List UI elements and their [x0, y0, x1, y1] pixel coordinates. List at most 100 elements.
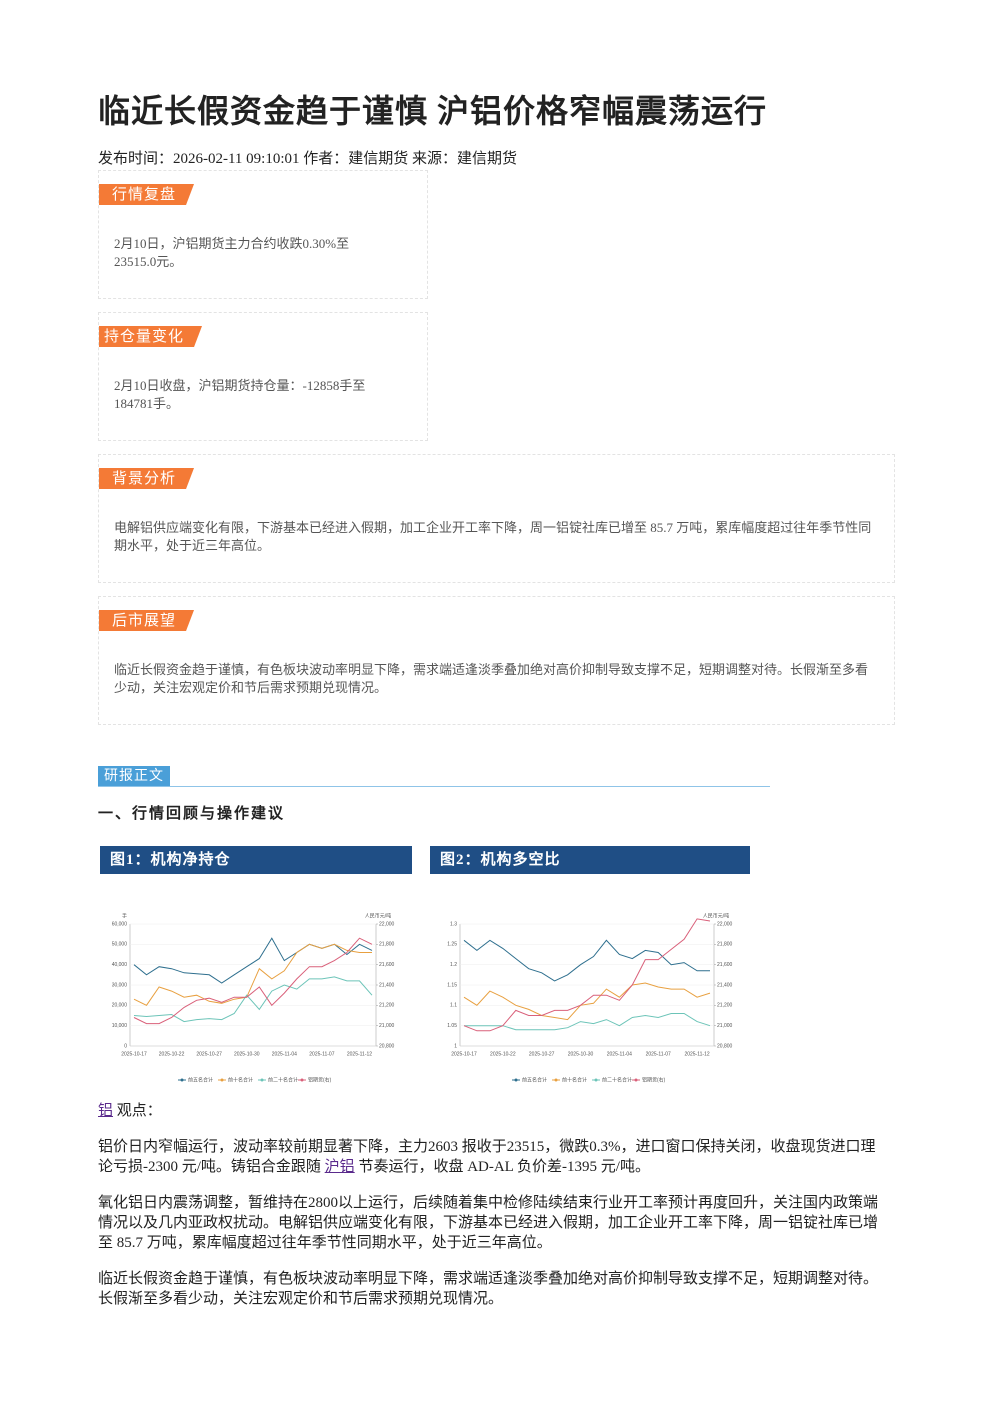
legend-label: 铝期货(右)	[308, 1076, 332, 1083]
legend-label: 前五名合计	[522, 1076, 547, 1083]
y2-tick-label: 21,800	[717, 942, 733, 948]
x-tick-label: 2025-10-17	[121, 1051, 147, 1057]
legend-marker	[594, 1078, 598, 1082]
title: 临近长假资金趋于谨慎 沪铝价格窄幅震荡运行	[98, 93, 768, 129]
divider	[98, 786, 770, 787]
section-tag: 背景分析	[99, 468, 194, 489]
y-tick-label: 1	[454, 1043, 457, 1049]
y-tick-label: 1.05	[447, 1023, 457, 1029]
series-line	[463, 918, 711, 1032]
x-tick-label: 2025-11-04	[607, 1051, 632, 1057]
y2-tick-label: 21,600	[379, 962, 395, 968]
link[interactable]: 铝	[98, 1103, 114, 1119]
legend-label: 前十名合计	[228, 1076, 253, 1083]
section-box: 背景分析 电解铝供应端变化有限，下游基本已经进入假期，加工企业开工率下降，周一铝…	[98, 454, 895, 583]
section-tag: 后市展望	[99, 610, 194, 631]
y2-tick-label: 21,000	[717, 1023, 733, 1029]
y2-tick-label: 21,400	[379, 982, 395, 988]
paragraph: 氧化铝日内震荡调整，暂维持在2800以上运行，后续随着集中检修陆续结束行业开工率…	[98, 1193, 884, 1253]
y-tick-label: 0	[124, 1043, 127, 1049]
y-tick-label: 10,000	[112, 1023, 128, 1029]
legend-label: 前十名合计	[562, 1076, 587, 1083]
unit: 人民币元/吨	[365, 912, 391, 919]
chart: 人民币元/吨 1 1.05 1.1 1.15 1.2 1.25 1.3 20,800 21,000…	[447, 912, 733, 1083]
legend-marker	[514, 1078, 518, 1082]
series-line	[133, 937, 373, 1025]
legend-marker	[220, 1078, 224, 1082]
y-tick-label: 1.25	[447, 942, 457, 948]
legend-marker	[554, 1078, 558, 1082]
link[interactable]: 沪铝	[324, 1159, 355, 1175]
y-tick-label: 1.1	[450, 1003, 457, 1009]
legend-label: 前五名合计	[188, 1076, 213, 1083]
text: 临近长假资金趋于谨慎，有色板块波动率明显下降，需求端适逢淡季叠加绝对高价抑制导致…	[98, 1271, 879, 1307]
x-tick-label: 2025-11-04	[272, 1051, 297, 1057]
legend-marker	[260, 1078, 264, 1082]
x-tick-label: 2025-10-30	[568, 1051, 594, 1057]
y2-tick-label: 22,000	[717, 921, 733, 927]
x-tick-label: 2025-10-17	[451, 1051, 477, 1057]
legend-marker	[634, 1078, 638, 1082]
paragraph: 铝价日内窄幅运行，波动率较前期显著下降，主力2603 报收于23515，微跌0.…	[98, 1137, 884, 1177]
y-tick-label: 1.3	[450, 921, 457, 927]
y-tick-label: 1.2	[450, 962, 457, 968]
y2-tick-label: 20,800	[379, 1043, 395, 1049]
y-tick-label: 1.15	[447, 982, 457, 988]
chart: 手 人民币元/吨 0 10,000 20,000 30,000 40,000 50,000 60…	[112, 912, 395, 1083]
chart-panel: 图2：机构多空比 人民币元/吨 1 1.05 1.1 1.15 1.2 1.25 1.3 20,…	[430, 846, 750, 1097]
y2-tick-label: 22,000	[379, 921, 395, 927]
y-tick-label: 60,000	[112, 921, 128, 927]
section-box: 持仓量变化 2月10日收盘，沪铝期货持仓量：-12858手至184781手。	[98, 312, 428, 441]
section-box: 后市展望 临近长假资金趋于谨慎，有色板块波动率明显下降，需求端适逢淡季叠加绝对高…	[98, 596, 895, 725]
y-tick-label: 40,000	[112, 962, 128, 968]
x-tick-label: 2025-10-30	[234, 1051, 260, 1057]
series-line	[463, 982, 711, 1021]
text: 节奏运行，收盘 AD-AL 负价差-1395 元/吨。	[354, 1159, 650, 1175]
unit: 手	[122, 912, 127, 919]
section-text: 2月10日收盘，沪铝期货持仓量：-12858手至184781手。	[114, 378, 366, 411]
paragraph: 临近长假资金趋于谨慎，有色板块波动率明显下降，需求端适逢淡季叠加绝对高价抑制导致…	[98, 1269, 884, 1309]
section-text: 电解铝供应端变化有限，下游基本已经进入假期，加工企业开工率下降，周一铝锭社库已增…	[114, 520, 872, 553]
meta: 发布时间：2026-02-11 09:10:01 作者：建信期货 来源：建信期货	[98, 151, 518, 167]
y2-tick-label: 21,600	[717, 962, 733, 968]
series-line	[464, 1013, 711, 1031]
y-tick-label: 20,000	[112, 1003, 128, 1009]
section-text: 临近长假资金趋于谨慎，有色板块波动率明显下降，需求端适逢淡季叠加绝对高价抑制导致…	[114, 662, 869, 695]
legend-label: 铝期货(右)	[642, 1076, 666, 1083]
y-tick-label: 30,000	[112, 982, 128, 988]
y2-tick-label: 21,400	[717, 982, 733, 988]
section-tag: 持仓量变化	[99, 326, 202, 347]
series-line	[133, 943, 372, 1006]
section-tag: 行情复盘	[99, 184, 194, 205]
y2-tick-label: 21,000	[379, 1023, 395, 1029]
text: 铝价日内窄幅运行，波动率较前期显著下降，主力2603 报收于23515，微跌0.…	[98, 1139, 876, 1175]
x-tick-label: 2025-10-27	[529, 1051, 555, 1057]
legend-marker	[300, 1078, 304, 1082]
x-tick-label: 2025-10-22	[159, 1051, 185, 1057]
chart-panel: 图1：机构净持仓 手 人民币元/吨 0 10,000 20,000 30,000 40,00…	[100, 846, 412, 1097]
chart-title: 图2：机构多空比	[430, 846, 750, 874]
chart-title: 图1：机构净持仓	[100, 846, 412, 874]
heading: 一、行情回顾与操作建议	[98, 804, 286, 822]
x-tick-label: 2025-10-27	[196, 1051, 222, 1057]
legend-label: 前二十名合计	[268, 1076, 298, 1083]
x-tick-label: 2025-11-12	[347, 1051, 372, 1057]
y-tick-label: 50,000	[112, 942, 128, 948]
report-tag: 研报正文	[98, 766, 170, 787]
y2-tick-label: 21,200	[717, 1003, 733, 1009]
y2-tick-label: 20,800	[717, 1043, 733, 1049]
x-tick-label: 2025-11-07	[309, 1051, 334, 1057]
legend-marker	[180, 1078, 184, 1082]
legend-label: 前二十名合计	[602, 1076, 632, 1083]
unit: 人民币元/吨	[703, 912, 729, 919]
x-tick-label: 2025-10-22	[490, 1051, 516, 1057]
x-tick-label: 2025-11-12	[684, 1051, 709, 1057]
section-text: 2月10日，沪铝期货主力合约收跌0.30%至23515.0元。	[114, 236, 350, 269]
text: 氧化铝日内震荡调整，暂维持在2800以上运行，后续随着集中检修陆续结束行业开工率…	[98, 1195, 879, 1251]
y2-tick-label: 21,200	[379, 1003, 395, 1009]
x-tick-label: 2025-11-07	[646, 1051, 671, 1057]
y2-tick-label: 21,800	[379, 942, 395, 948]
series-line	[463, 939, 710, 982]
section-box: 行情复盘 2月10日，沪铝期货主力合约收跌0.30%至23515.0元。	[98, 170, 428, 299]
